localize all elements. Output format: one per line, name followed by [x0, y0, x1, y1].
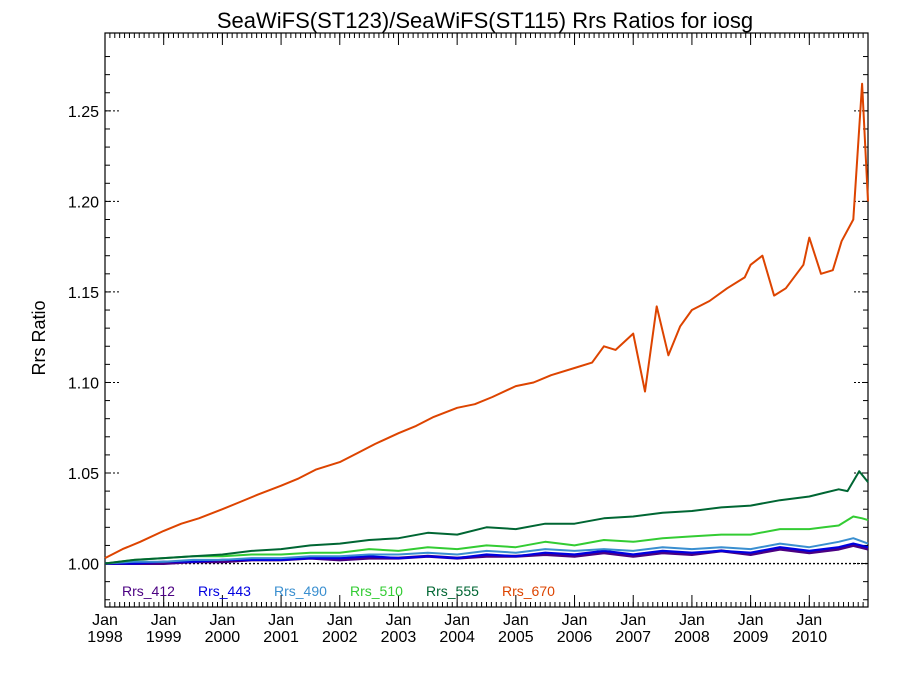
x-tick-year-label: 2002: [322, 629, 358, 646]
legend-label-rrs-510: Rrs_510: [350, 583, 403, 599]
y-tick-label: 1.15: [68, 285, 99, 302]
series-line-rrs-555: [104, 470, 869, 565]
series-line-rrs-510: [104, 515, 869, 565]
series-line-rrs-670: [104, 82, 869, 559]
x-tick-month-label: Jan: [268, 612, 294, 629]
x-tick-year-label: 2005: [498, 629, 534, 646]
x-tick-year-label: 1998: [87, 629, 123, 646]
x-tick-year-label: 2001: [263, 629, 299, 646]
y-tick-label: 1.20: [68, 194, 99, 211]
legend-label-rrs-670: Rrs_670: [502, 583, 555, 599]
x-tick-month-label: Jan: [796, 612, 822, 629]
plot-frame: [104, 32, 869, 608]
x-tick-month-label: Jan: [386, 612, 412, 629]
series-line-rrs-490: [104, 537, 869, 565]
y-tick-label: 1.10: [68, 375, 99, 392]
x-tick-year-label: 2007: [615, 629, 651, 646]
x-tick-year-label: 2003: [381, 629, 417, 646]
x-tick-year-label: 1999: [146, 629, 182, 646]
x-tick-year-label: 2009: [733, 629, 769, 646]
x-tick-month-label: Jan: [562, 612, 588, 629]
x-tick-month-label: Jan: [679, 612, 705, 629]
x-tick-year-label: 2004: [439, 629, 475, 646]
x-tick-year-label: 2006: [557, 629, 593, 646]
x-tick-year-label: 2000: [205, 629, 241, 646]
y-tick-label: 1.00: [68, 557, 99, 574]
y-tick-label: 1.25: [68, 104, 99, 121]
x-tick-month-label: Jan: [620, 612, 646, 629]
chart-title: SeaWiFS(ST123)/SeaWiFS(ST115) Rrs Ratios…: [217, 8, 753, 33]
legend: Rrs_412 Rrs_443 Rrs_490 Rrs_510 Rrs_555 Rrs_6…: [122, 583, 555, 599]
x-tick-month-label: Jan: [92, 612, 118, 629]
x-tick-month-label: Jan: [444, 612, 470, 629]
plot-area: 1.001.051.101.151.201.25Jan1998Jan1999Ja…: [68, 32, 869, 646]
x-tick-month-label: Jan: [151, 612, 177, 629]
legend-label-rrs-555: Rrs_555: [426, 583, 479, 599]
legend-label-rrs-443: Rrs_443: [198, 583, 251, 599]
x-tick-month-label: Jan: [503, 612, 529, 629]
legend-label-rrs-490: Rrs_490: [274, 583, 327, 599]
y-tick-label: 1.05: [68, 466, 99, 483]
x-tick-year-label: 2008: [674, 629, 710, 646]
legend-label-rrs-412: Rrs_412: [122, 583, 175, 599]
x-tick-month-label: Jan: [209, 612, 235, 629]
x-tick-month-label: Jan: [327, 612, 353, 629]
y-axis-label: Rrs Ratio: [29, 300, 49, 375]
x-tick-year-label: 2010: [792, 629, 828, 646]
x-tick-month-label: Jan: [738, 612, 764, 629]
